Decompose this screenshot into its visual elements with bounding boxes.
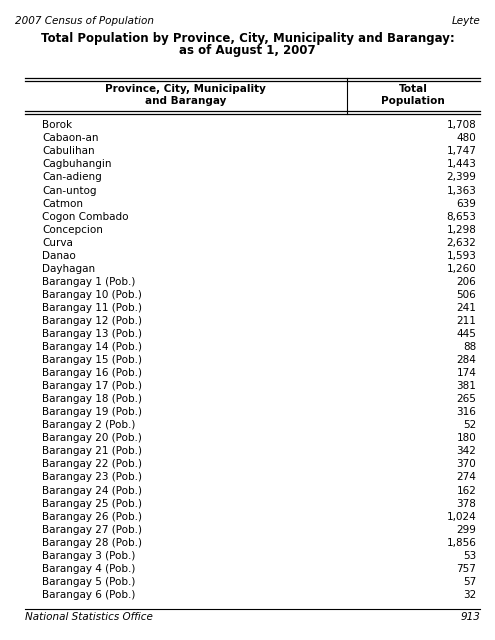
Text: 265: 265 — [456, 394, 476, 404]
Text: Catmon: Catmon — [42, 198, 83, 209]
Text: Barangay 5 (Pob.): Barangay 5 (Pob.) — [42, 577, 136, 587]
Text: 174: 174 — [456, 368, 476, 378]
Text: 8,653: 8,653 — [446, 212, 476, 221]
Text: 1,443: 1,443 — [446, 159, 476, 170]
Text: 88: 88 — [463, 342, 476, 352]
Text: Barangay 3 (Pob.): Barangay 3 (Pob.) — [42, 550, 136, 561]
Text: 506: 506 — [456, 290, 476, 300]
Text: 52: 52 — [463, 420, 476, 430]
Text: 162: 162 — [456, 486, 476, 495]
Text: Barangay 10 (Pob.): Barangay 10 (Pob.) — [42, 290, 142, 300]
Text: Barangay 19 (Pob.): Barangay 19 (Pob.) — [42, 407, 142, 417]
Text: 206: 206 — [456, 277, 476, 287]
Text: Barangay 21 (Pob.): Barangay 21 (Pob.) — [42, 446, 142, 456]
Text: Barangay 13 (Pob.): Barangay 13 (Pob.) — [42, 329, 142, 339]
Text: as of August 1, 2007: as of August 1, 2007 — [179, 44, 316, 56]
Text: 180: 180 — [456, 433, 476, 444]
Text: Barangay 26 (Pob.): Barangay 26 (Pob.) — [42, 511, 142, 522]
Text: 378: 378 — [456, 499, 476, 509]
Text: 1,747: 1,747 — [446, 147, 476, 156]
Text: Concepcion: Concepcion — [42, 225, 103, 235]
Text: Barangay 25 (Pob.): Barangay 25 (Pob.) — [42, 499, 142, 509]
Text: Barangay 2 (Pob.): Barangay 2 (Pob.) — [42, 420, 136, 430]
Text: Barangay 12 (Pob.): Barangay 12 (Pob.) — [42, 316, 142, 326]
Text: 284: 284 — [456, 355, 476, 365]
Text: Barangay 28 (Pob.): Barangay 28 (Pob.) — [42, 538, 142, 548]
Text: 370: 370 — [456, 460, 476, 469]
Text: 757: 757 — [456, 564, 476, 573]
Text: Can-untog: Can-untog — [42, 186, 97, 196]
Text: Barangay 11 (Pob.): Barangay 11 (Pob.) — [42, 303, 142, 313]
Text: Cagbuhangin: Cagbuhangin — [42, 159, 111, 170]
Text: Cabulihan: Cabulihan — [42, 147, 95, 156]
Text: Barangay 23 (Pob.): Barangay 23 (Pob.) — [42, 472, 142, 483]
Text: 32: 32 — [463, 590, 476, 600]
Text: 299: 299 — [456, 525, 476, 534]
Text: National Statistics Office: National Statistics Office — [25, 612, 152, 623]
Text: Leyte: Leyte — [451, 16, 480, 26]
Text: Dayhagan: Dayhagan — [42, 264, 95, 274]
Text: 211: 211 — [456, 316, 476, 326]
Text: 1,024: 1,024 — [446, 511, 476, 522]
Text: 1,708: 1,708 — [446, 120, 476, 131]
Text: Barangay 17 (Pob.): Barangay 17 (Pob.) — [42, 381, 142, 391]
Text: 2,399: 2,399 — [446, 173, 476, 182]
Text: Can-adieng: Can-adieng — [42, 173, 102, 182]
Text: 274: 274 — [456, 472, 476, 483]
Text: 445: 445 — [456, 329, 476, 339]
Text: Total
Population: Total Population — [382, 84, 445, 106]
Text: 2007 Census of Population: 2007 Census of Population — [15, 16, 154, 26]
Text: 480: 480 — [456, 133, 476, 143]
Text: 57: 57 — [463, 577, 476, 587]
Text: 1,298: 1,298 — [446, 225, 476, 235]
Text: Borok: Borok — [42, 120, 72, 131]
Text: Barangay 24 (Pob.): Barangay 24 (Pob.) — [42, 486, 142, 495]
Text: Cabaon-an: Cabaon-an — [42, 133, 99, 143]
Text: Curva: Curva — [42, 237, 73, 248]
Text: Barangay 6 (Pob.): Barangay 6 (Pob.) — [42, 590, 136, 600]
Text: Barangay 15 (Pob.): Barangay 15 (Pob.) — [42, 355, 142, 365]
Text: 316: 316 — [456, 407, 476, 417]
Text: Province, City, Municipality
and Barangay: Province, City, Municipality and Baranga… — [105, 84, 266, 106]
Text: 342: 342 — [456, 446, 476, 456]
Text: 381: 381 — [456, 381, 476, 391]
Text: Barangay 22 (Pob.): Barangay 22 (Pob.) — [42, 460, 142, 469]
Text: Danao: Danao — [42, 251, 76, 260]
Text: Barangay 14 (Pob.): Barangay 14 (Pob.) — [42, 342, 142, 352]
Text: Barangay 1 (Pob.): Barangay 1 (Pob.) — [42, 277, 136, 287]
Text: 2,632: 2,632 — [446, 237, 476, 248]
Text: 913: 913 — [460, 612, 480, 623]
Text: 1,593: 1,593 — [446, 251, 476, 260]
Text: Barangay 20 (Pob.): Barangay 20 (Pob.) — [42, 433, 142, 444]
Text: 53: 53 — [463, 550, 476, 561]
Text: Barangay 4 (Pob.): Barangay 4 (Pob.) — [42, 564, 136, 573]
Text: 639: 639 — [456, 198, 476, 209]
Text: Cogon Combado: Cogon Combado — [42, 212, 129, 221]
Text: 1,260: 1,260 — [446, 264, 476, 274]
Text: Barangay 18 (Pob.): Barangay 18 (Pob.) — [42, 394, 142, 404]
Text: 1,856: 1,856 — [446, 538, 476, 548]
Text: Barangay 16 (Pob.): Barangay 16 (Pob.) — [42, 368, 142, 378]
Text: 241: 241 — [456, 303, 476, 313]
Text: Barangay 27 (Pob.): Barangay 27 (Pob.) — [42, 525, 142, 534]
Text: Total Population by Province, City, Municipality and Barangay:: Total Population by Province, City, Muni… — [41, 32, 454, 45]
Text: 1,363: 1,363 — [446, 186, 476, 196]
